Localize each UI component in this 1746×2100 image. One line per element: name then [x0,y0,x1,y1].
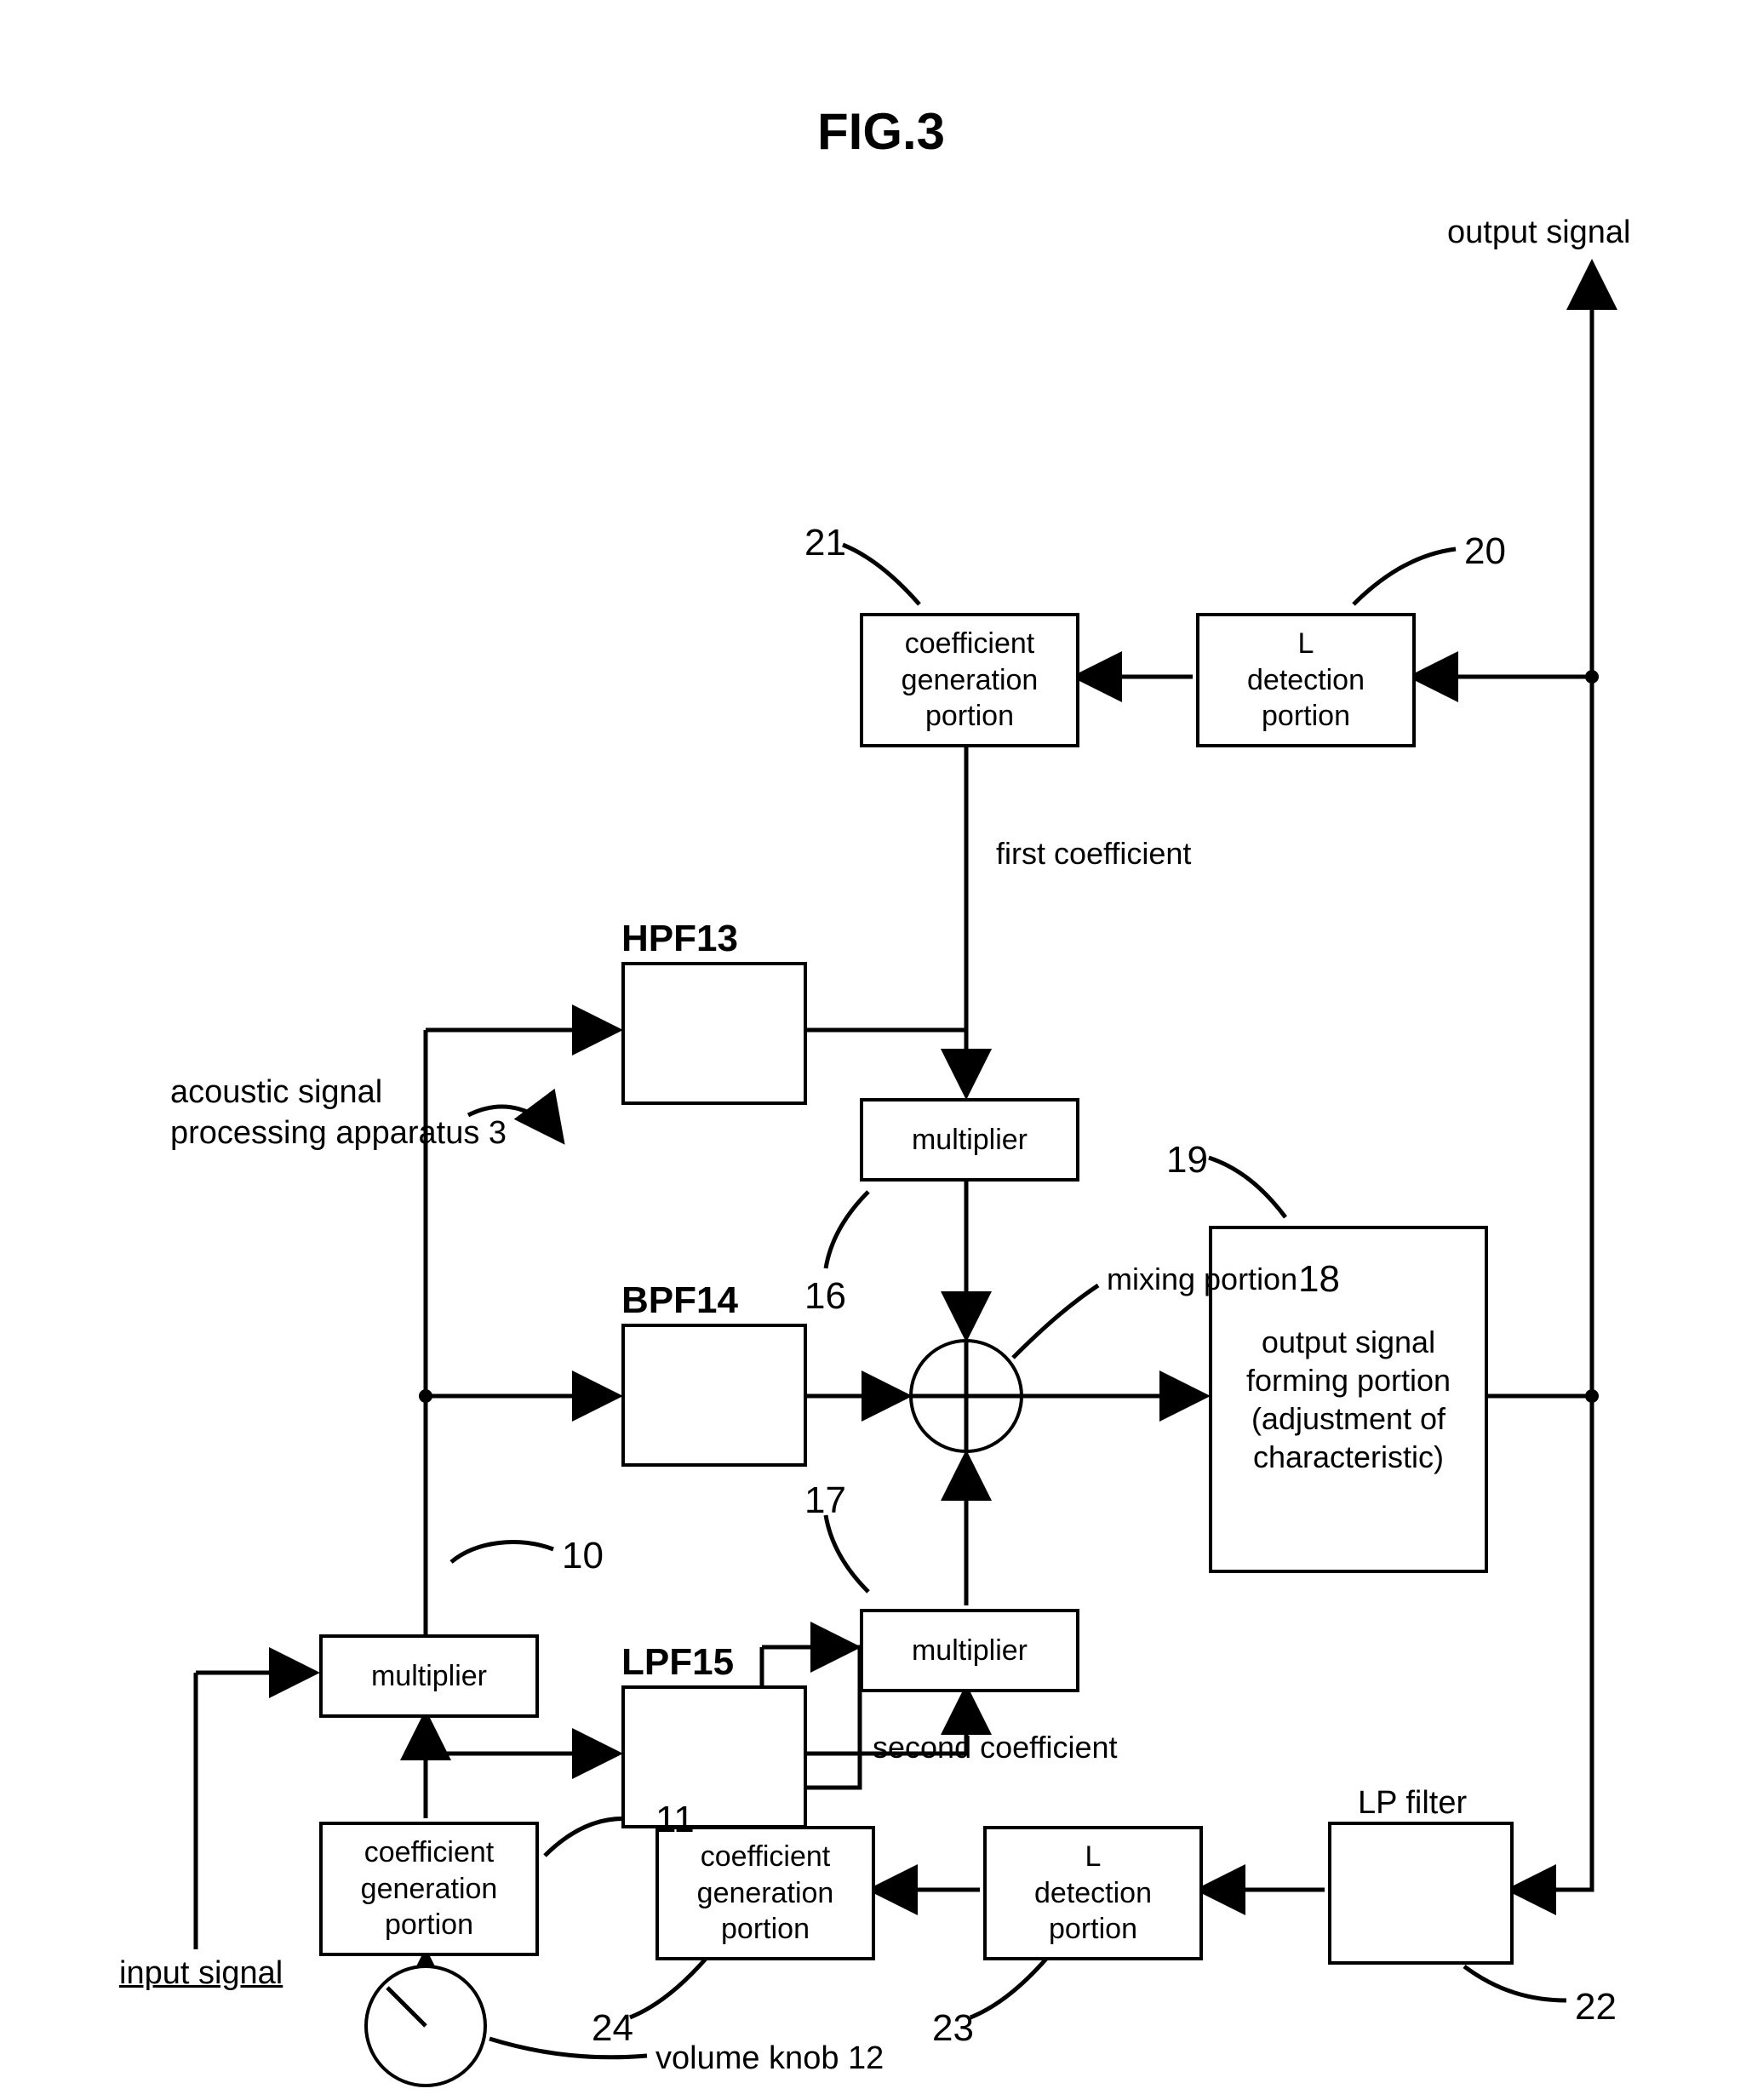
second-coeff-label: second coefficient [873,1728,1118,1766]
block-coeff-gen-11: coefficient generation portion [319,1822,539,1956]
ref-11: 11 [655,1796,695,1843]
block-label: coefficient generation portion [902,626,1039,735]
block-label: L detection portion [1034,1839,1152,1948]
ref-24: 24 [592,2005,633,2051]
block-label: multiplier [912,1122,1028,1159]
ref-21: 21 [804,519,846,566]
block-bpf [621,1324,807,1467]
ref-19: 19 [1166,1136,1208,1183]
ref-23: 23 [932,2005,974,2051]
ref-16: 16 [804,1273,846,1319]
lpf-label: LPF15 [621,1639,734,1685]
block-lp-filter-22 [1328,1822,1514,1965]
block-lpf [621,1685,807,1828]
block-label: multiplier [371,1658,487,1695]
block-label: coefficient generation portion [697,1839,834,1948]
block-hpf [621,962,807,1105]
block-label: coefficient generation portion [361,1834,498,1943]
ref-22: 22 [1575,1983,1617,2030]
ref-17: 17 [804,1477,846,1524]
first-coeff-label: first coefficient [996,834,1191,873]
volume-knob-label: volume knob 12 [655,2039,884,2080]
input-signal-label: input signal [119,1954,283,1994]
block-label: multiplier [912,1633,1028,1669]
block-multiplier-10: multiplier [319,1634,539,1718]
block-coeff-gen-21: coefficient generation portion [860,613,1079,747]
diagram-svg [0,0,1746,2100]
ref-18: 18 [1298,1256,1340,1302]
block-coeff-gen-24: coefficient generation portion [655,1826,875,1960]
block-label: L detection portion [1247,626,1365,735]
ref-10: 10 [562,1532,604,1579]
lpfilter-label: LP filter [1358,1783,1467,1824]
bpf-label: BPF14 [621,1277,738,1324]
mixing-label: mixing portion [1107,1260,1297,1298]
block-multiplier-16: multiplier [860,1098,1079,1182]
output-signal-label: output signal [1447,213,1631,254]
block-l-detection-23: L detection portion [983,1826,1203,1960]
ref-20: 20 [1464,528,1506,575]
block-label: output signal forming portion (adjustmen… [1246,1323,1451,1476]
hpf-label: HPF13 [621,915,738,962]
block-multiplier-17: multiplier [860,1609,1079,1692]
block-l-detection-20: L detection portion [1196,613,1416,747]
